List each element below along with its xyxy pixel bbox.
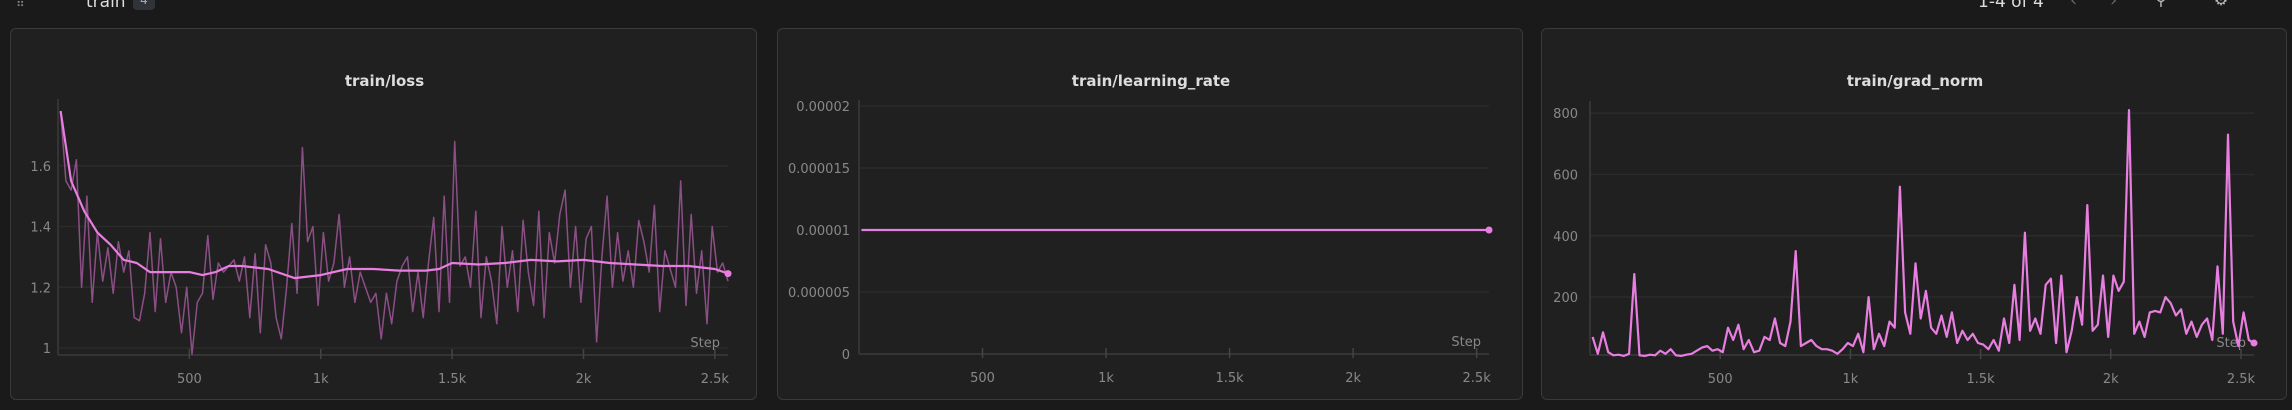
y-tick-label: 0.000005	[788, 286, 850, 301]
y-tick-label: 600	[1553, 168, 1578, 183]
y-tick-label: 1.6	[30, 160, 51, 175]
x-axis-label: Step	[690, 336, 720, 351]
section-title[interactable]: train	[86, 0, 126, 12]
y-tick-label: 1.2	[30, 281, 51, 296]
x-tick-label: 500	[177, 372, 202, 387]
y-tick-label: 800	[1553, 107, 1578, 122]
pager-text: 1-4 of 4	[1978, 0, 2044, 12]
series-line	[1591, 108, 2255, 357]
x-tick-label: 1.5k	[1215, 371, 1244, 386]
y-tick-label: 0	[842, 348, 850, 363]
chart-panel-learning-rate[interactable]: train/learning_rate 0 0.000005 0.00001 0.000…	[777, 28, 1523, 400]
x-tick-label: 2k	[576, 372, 592, 387]
chevron-left-icon[interactable]: ‹	[2070, 0, 2078, 11]
chart-panel-grad-norm[interactable]: train/grad_norm 200 400 600 800 500 1k 1.5k 2k 2.…	[1541, 28, 2287, 400]
y-tick-label: 1.4	[30, 221, 51, 236]
chart-panel-loss[interactable]: train/loss 1 1.2 1.4 1.6 500 1k 1.5k 2k 2.5k Step	[10, 28, 757, 400]
x-tick-label: 2.5k	[1463, 371, 1492, 386]
x-tick-label: 1.5k	[1966, 372, 1995, 387]
y-tick-label: 400	[1553, 230, 1578, 245]
x-tick-label: 2k	[2103, 372, 2119, 387]
x-tick-label: 500	[1708, 372, 1733, 387]
chevron-right-icon[interactable]: ›	[2110, 0, 2118, 11]
y-tick-label: 0.00002	[796, 100, 850, 115]
section-header: ⠿ train 4 1-4 of 4 ‹ › ⚲ ⚙	[0, 0, 2292, 14]
drag-handle-icon[interactable]: ⠿	[16, 0, 26, 10]
y-tick-label: 200	[1553, 291, 1578, 306]
chart-learning-rate: train/learning_rate 0 0.000005 0.00001 0.000…	[788, 72, 1493, 386]
chart-title: train/loss	[345, 72, 424, 90]
chart-title: train/grad_norm	[1847, 72, 1984, 90]
x-axis-label: Step	[1451, 335, 1481, 350]
x-tick-label: 1k	[1098, 371, 1114, 386]
y-tick-label: 0.000015	[788, 162, 850, 177]
x-tick-label: 1.5k	[438, 372, 467, 387]
x-axis-label: Step	[2216, 336, 2246, 351]
x-tick-label: 2k	[1345, 371, 1361, 386]
series-end-point	[1485, 226, 1493, 234]
series-end-point	[724, 270, 732, 278]
chart-loss: train/loss 1 1.2 1.4 1.6 500 1k 1.5k 2k 2.5k Step	[30, 72, 732, 387]
x-tick-label: 1k	[1842, 372, 1858, 387]
y-tick-label: 1	[43, 342, 51, 357]
gear-icon[interactable]: ⚙	[2210, 0, 2232, 10]
y-tick-label: 0.00001	[796, 224, 850, 239]
x-tick-label: 1k	[313, 372, 329, 387]
x-tick-label: 2.5k	[2227, 372, 2256, 387]
x-tick-label: 500	[970, 371, 995, 386]
series-line	[59, 110, 729, 280]
pin-icon[interactable]: ⚲	[2150, 0, 2172, 10]
chart-grad-norm: train/grad_norm 200 400 600 800 500 1k 1.5k 2k 2.…	[1553, 72, 2258, 387]
section-count-badge: 4	[133, 0, 155, 10]
raw-series-line	[59, 111, 729, 355]
series-end-point	[2250, 339, 2258, 347]
chart-title: train/learning_rate	[1072, 72, 1230, 90]
x-tick-label: 2.5k	[701, 372, 730, 387]
